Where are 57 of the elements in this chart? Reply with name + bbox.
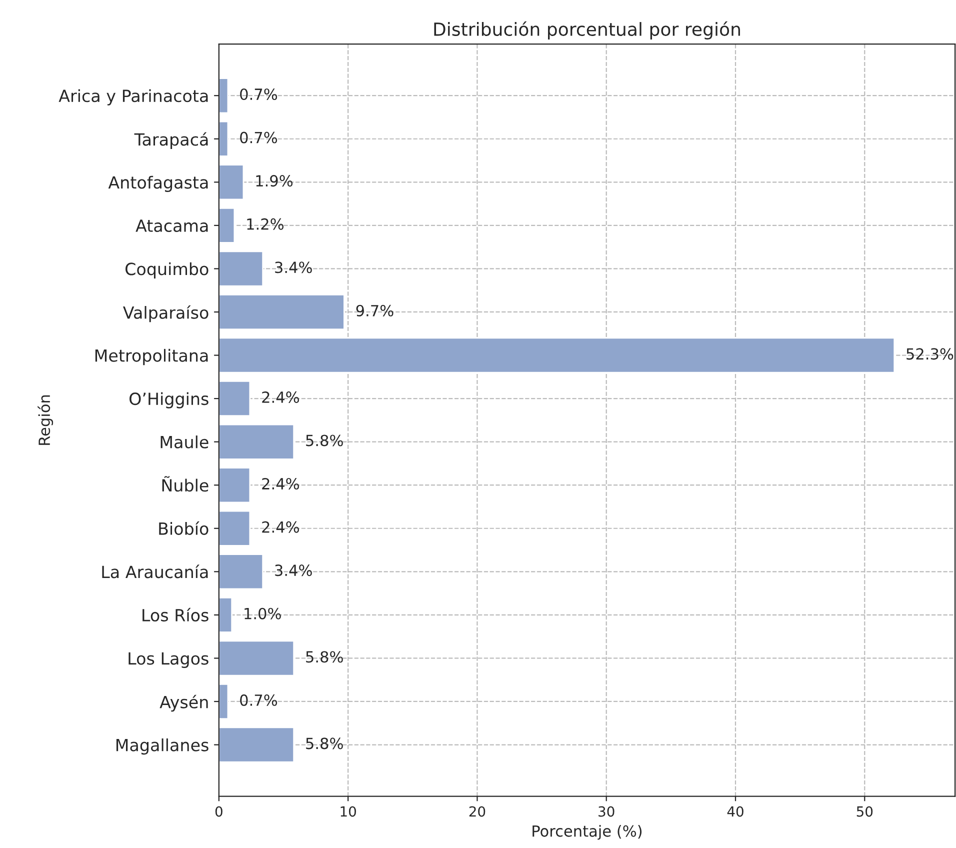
- bar: [218, 424, 295, 460]
- bar: [218, 207, 236, 244]
- data-label: 2.4%: [262, 521, 299, 533]
- bar: [218, 78, 229, 114]
- chart-title: Distribución porcentual por región: [434, 21, 740, 40]
- data-label: 0.7%: [240, 132, 278, 144]
- data-label: 52.3%: [906, 348, 954, 360]
- bar: [218, 683, 229, 720]
- data-label: 0.7%: [240, 88, 278, 100]
- bar: [218, 640, 295, 676]
- bar: [218, 510, 251, 546]
- bar: [218, 380, 251, 417]
- y-tick-label: Atacama: [136, 220, 208, 232]
- data-label: 9.7%: [356, 304, 394, 316]
- bar: [218, 294, 345, 330]
- data-label: 0.7%: [240, 694, 278, 706]
- y-tick-label: Valparaíso: [123, 305, 208, 322]
- x-tick-label: 20: [469, 806, 486, 817]
- x-tick-label: 30: [598, 806, 614, 817]
- data-label: 1.9%: [256, 175, 293, 187]
- x-tick-label: 10: [340, 806, 356, 817]
- x-tick-label: 0: [215, 806, 222, 817]
- y-tick-label: La Araucanía: [102, 564, 208, 578]
- data-label: 1.2%: [247, 218, 284, 230]
- y-tick-label: Coquimbo: [126, 262, 208, 279]
- bar: [218, 120, 229, 157]
- y-tick-label: Ñuble: [162, 476, 208, 492]
- bar: [218, 467, 251, 504]
- bar: [218, 596, 233, 633]
- y-tick-label: Tarapacá: [134, 132, 208, 150]
- data-label: 5.8%: [306, 738, 343, 750]
- y-tick-label: Los Ríos: [142, 608, 208, 622]
- y-tick-label: Aysén: [160, 694, 208, 712]
- y-tick-label: O’Higgins: [130, 392, 208, 408]
- bar: [218, 164, 244, 200]
- x-tick-label: 50: [856, 806, 873, 817]
- y-tick-label: Metropolitana: [95, 348, 208, 366]
- y-tick-label: Maule: [160, 435, 208, 448]
- bar: [218, 726, 295, 763]
- data-label: 2.4%: [262, 478, 299, 490]
- data-label: 1.0%: [244, 608, 281, 620]
- x-axis-title: Porcentaje (%): [532, 824, 642, 840]
- data-label: 5.8%: [306, 434, 343, 446]
- bar: [218, 554, 264, 590]
- y-tick-label: Biobío: [159, 521, 208, 535]
- y-tick-label: Arica y Parinacota: [58, 89, 208, 106]
- bar: [218, 337, 896, 374]
- y-axis-title: Región: [38, 395, 54, 445]
- data-label: 3.4%: [275, 564, 312, 576]
- x-tick-label: 40: [727, 806, 744, 817]
- data-label: 5.8%: [306, 651, 343, 663]
- y-tick-label: Los Lagos: [128, 652, 208, 668]
- data-label: 2.4%: [262, 391, 299, 403]
- y-tick-label: Antofagasta: [108, 176, 208, 192]
- bar: [218, 250, 264, 287]
- data-label: 3.4%: [275, 262, 312, 274]
- y-tick-label: Magallanes: [116, 738, 208, 755]
